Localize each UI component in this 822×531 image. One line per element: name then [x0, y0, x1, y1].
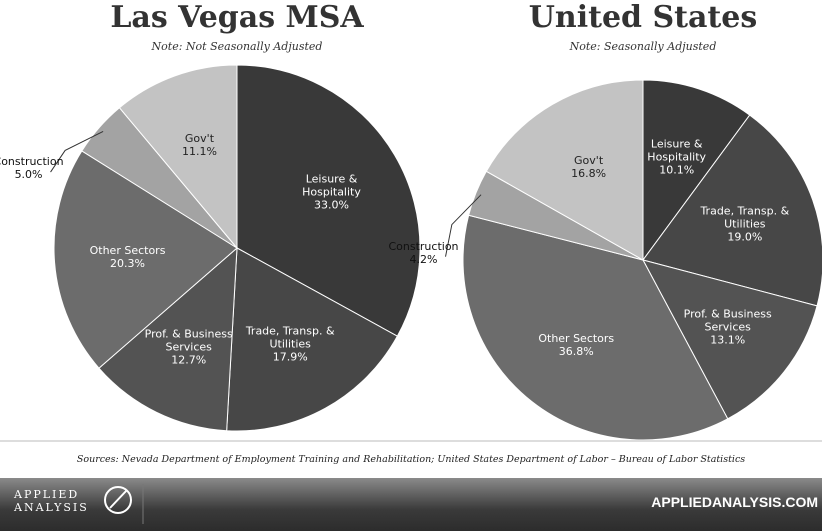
url: APPLIEDANALYSIS.COM: [651, 494, 818, 510]
slice-label: Other Sectors 36.8%: [528, 332, 624, 358]
slice-value: 19.0%: [727, 230, 763, 244]
slice-value: 12.7%: [171, 353, 207, 367]
slice-label: Other Sectors 20.3%: [80, 244, 176, 270]
chart-subtitle: Note: Not Seasonally Adjusted: [151, 40, 323, 53]
slice-value: 17.9%: [272, 350, 308, 364]
slice-label: Prof. & Business Services 13.1%: [680, 307, 776, 346]
slice-label: Gov't 16.8%: [541, 154, 637, 180]
slice-value: 5.0%: [14, 168, 43, 182]
slice-value: 10.1%: [659, 163, 695, 177]
pie-slice: [53, 150, 238, 369]
slice-category: Gov't: [574, 153, 604, 167]
pie-slice: [642, 259, 818, 420]
pie-slice: [236, 64, 421, 337]
pie-slice: [226, 247, 399, 432]
slice-category: Leisure & Hospitality: [647, 137, 707, 164]
slice-value: 36.8%: [558, 344, 594, 358]
slice-value: 20.3%: [110, 256, 145, 270]
pie-slice: [642, 114, 822, 307]
pie-slice: [118, 64, 238, 250]
slice-category: Leisure & Hospitality: [302, 172, 361, 199]
slice-value: 33.0%: [314, 198, 349, 212]
slice-label: Prof. & Business Services 12.7%: [141, 327, 237, 366]
slice-value: 11.1%: [181, 144, 217, 158]
chart-subtitle: Note: Seasonally Adjusted: [569, 40, 717, 53]
pie-slice: [462, 214, 729, 441]
slice-label: Gov't 11.1%: [151, 132, 247, 158]
footer-bar: [0, 478, 822, 531]
slice-label: Leisure & Hospitality 33.0%: [284, 173, 380, 212]
slice-label: Trade, Transp. & Utilities 17.9%: [242, 325, 338, 364]
slice-label: Trade, Transp. & Utilities 19.0%: [697, 205, 793, 244]
slice-category: Other Sectors: [538, 331, 615, 345]
leader-line: [445, 194, 482, 257]
slice-category: Gov't: [184, 131, 215, 145]
slice-category: Prof. & Business Services: [683, 307, 772, 334]
slice-category: Construction: [0, 155, 64, 169]
slice-category: Construction: [388, 239, 459, 253]
sources: Sources: Nevada Department of Employment…: [76, 454, 746, 465]
slice-value: 13.1%: [710, 333, 746, 347]
pie-slice: [485, 79, 644, 261]
slice-category: Trade, Transp. & Utilities: [245, 324, 335, 351]
chart-title: Las Vegas MSA: [110, 0, 364, 35]
chart-title: United States: [528, 0, 758, 35]
slice-label: Construction 4.2%: [376, 240, 472, 266]
pie-slice: [642, 79, 751, 262]
slice-category: Trade, Transp. & Utilities: [700, 204, 790, 231]
pie-slice: [98, 246, 238, 432]
slice-label: Construction 5.0%: [0, 155, 77, 181]
slice-label: Leisure & Hospitality 10.1%: [629, 138, 725, 177]
slice-category: Other Sectors: [89, 243, 166, 257]
brand: APPLIED ANALYSIS: [14, 488, 89, 514]
slice-value: 16.8%: [571, 166, 607, 180]
leader-line: [50, 131, 104, 173]
slice-value: 4.2%: [409, 252, 438, 266]
slice-category: Prof. & Business Services: [144, 327, 233, 354]
